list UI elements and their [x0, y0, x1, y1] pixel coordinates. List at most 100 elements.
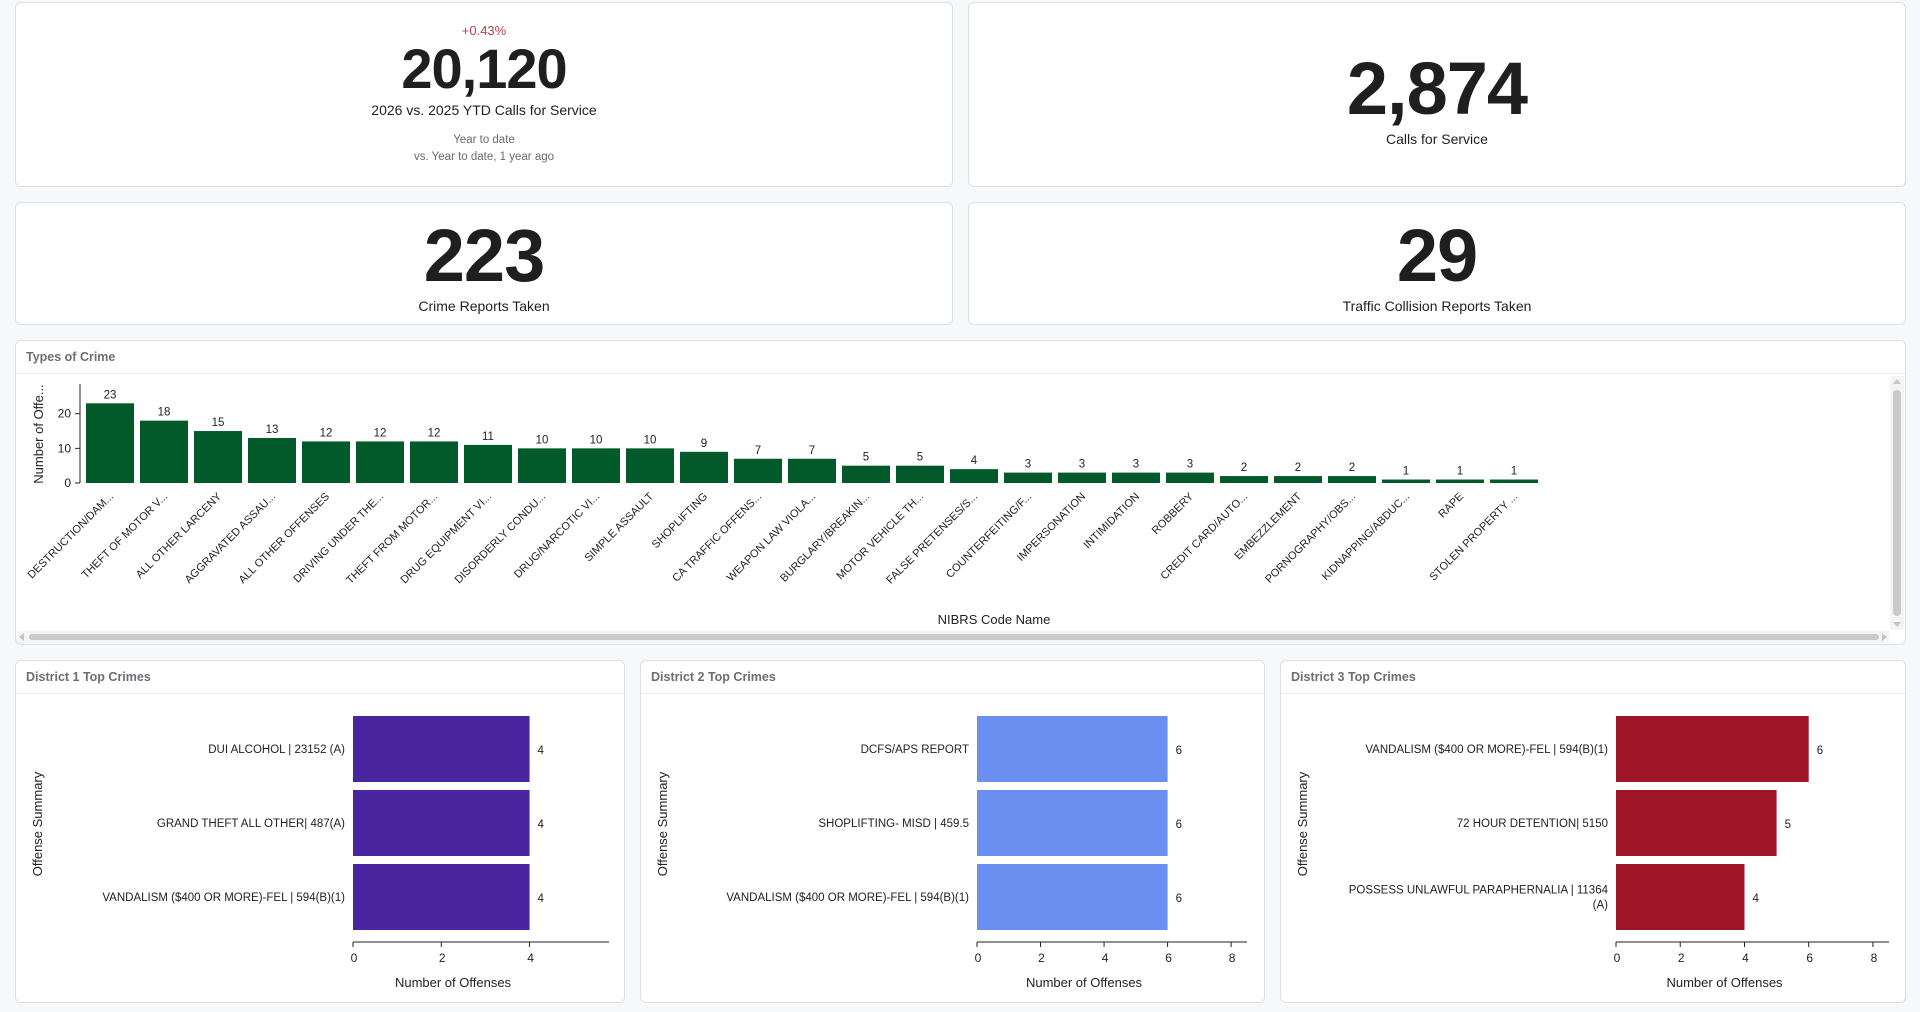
bar-value-label: 5: [1785, 819, 1791, 831]
types-of-crime-title: Types of Crime: [26, 350, 116, 364]
x-axis-title: NIBRS Code Name: [938, 612, 1051, 627]
ytd-comparison: vs. Year to date, 1 year ago: [413, 151, 555, 163]
bar: [1616, 790, 1777, 856]
x-tick-label: 8: [1229, 951, 1236, 965]
bar-value-label: 6: [1817, 745, 1823, 757]
x-tick-label: PORNOGRAPHY/OBS...: [1263, 491, 1358, 586]
x-tick-label: SHOPLIFTING: [650, 491, 710, 551]
y-tick-label: 10: [58, 441, 72, 455]
bar-value-label: 18: [158, 407, 171, 419]
x-tick-label: 8: [1871, 951, 1878, 965]
bar: [977, 790, 1168, 856]
district-2-card: District 2 Top Crimes 6 DCFS/APS REPORT 6 S…: [640, 660, 1265, 1003]
bar: [1616, 716, 1809, 782]
x-tick-label: MOTOR VEHICLE TH...: [835, 491, 927, 583]
kpi-calls-card: 2,874 Calls for Service: [968, 2, 1906, 187]
x-tick-label: 2: [439, 951, 446, 965]
x-tick-label: CREDIT CARD/AUTO...: [1159, 491, 1251, 583]
vertical-scrollbar-thumb[interactable]: [1893, 390, 1901, 616]
x-tick-label: 4: [1102, 951, 1109, 965]
y-category-label: DUI ALCOHOL | 23152 (A): [208, 744, 345, 756]
bar-value-label: 1: [1403, 466, 1409, 478]
x-tick-label: DRUG EQUIPMENT VI...: [398, 491, 494, 587]
bar: [1328, 476, 1376, 483]
bar-value-label: 12: [428, 427, 441, 439]
y-category-label: VANDALISM ($400 OR MORE)-FEL | 594(B)(1): [1365, 744, 1608, 756]
y-axis-title: Offense Summary: [30, 771, 45, 876]
vertical-scrollbar[interactable]: [1890, 376, 1904, 630]
y-axis-title: Offense Summary: [655, 771, 670, 876]
bar-value-label: 7: [755, 445, 761, 457]
bar-value-label: 4: [538, 819, 545, 831]
bar-value-label: 10: [590, 434, 603, 446]
y-category-label: DCFS/APS REPORT: [861, 744, 969, 756]
card-divider: [16, 373, 1905, 374]
y-category-label: POSSESS UNLAWFUL PARAPHERNALIA | 11364: [1349, 885, 1609, 897]
x-tick-label: CA TRAFFIC OFFENS...: [670, 491, 764, 585]
horizontal-scrollbar[interactable]: [17, 631, 1889, 643]
kpi-collision-reports-card: 29 Traffic Collision Reports Taken: [968, 202, 1906, 325]
x-tick-label: 0: [1614, 951, 1621, 965]
x-tick-label: WEAPON LAW VIOLA...: [725, 491, 818, 584]
x-tick-label: DISORDERLY CONDU...: [453, 491, 549, 587]
x-tick-label: 4: [1742, 951, 1749, 965]
district-1-title: District 1 Top Crimes: [26, 670, 151, 684]
bar-value-label: 4: [1752, 893, 1759, 905]
bar: [1004, 472, 1052, 483]
bar-value-label: 1: [1511, 466, 1517, 478]
x-tick-label: KIDNAPPING/ABDUC...: [1320, 491, 1412, 583]
bar-value-label: 15: [212, 417, 225, 429]
x-tick-label: DESTRUCTION/DAM...: [26, 491, 117, 582]
x-tick-label: AGGRAVATED ASSAU...: [183, 491, 278, 586]
bar: [896, 465, 944, 483]
bar: [977, 864, 1168, 930]
y-tick-label: 0: [64, 476, 71, 490]
scroll-up-arrow-icon[interactable]: [1893, 379, 1901, 384]
bar: [194, 431, 242, 483]
y-category-label: GRAND THEFT ALL OTHER| 487(A): [157, 818, 345, 830]
bar-value-label: 2: [1295, 462, 1301, 474]
ytd-period: Year to date: [453, 134, 515, 146]
bar-value-label: 13: [266, 424, 279, 436]
collision-reports-value: 29: [1396, 213, 1478, 297]
x-tick-label: ALL OTHER OFFENSES: [237, 491, 333, 587]
x-tick-label: BURGLARY/BREAKIN...: [778, 491, 872, 585]
bar: [1616, 864, 1745, 930]
bar: [1112, 472, 1160, 483]
bar-value-label: 5: [917, 452, 923, 464]
bar-value-label: 2: [1349, 462, 1355, 474]
bar-value-label: 6: [1176, 893, 1182, 905]
x-tick-label: 0: [351, 951, 358, 965]
x-tick-label: ROBBERY: [1150, 490, 1197, 537]
scroll-right-arrow-icon[interactable]: [1882, 633, 1887, 641]
district-3-card: District 3 Top Crimes 6 VANDALISM ($400 O…: [1280, 660, 1906, 1003]
bar: [1220, 476, 1268, 483]
bar: [842, 465, 890, 483]
bar: [1382, 479, 1430, 483]
kpi-ytd-calls-card: +0.43% 20,120 2026 vs. 2025 YTD Calls fo…: [15, 2, 953, 187]
bar: [302, 441, 350, 483]
bar: [572, 448, 620, 483]
card-divider: [641, 693, 1264, 694]
x-tick-label: STOLEN PROPERTY ...: [1427, 491, 1520, 584]
bar-value-label: 2: [1241, 462, 1247, 474]
district-1-card: District 1 Top Crimes 4 DUI ALCOHOL | 231…: [15, 660, 625, 1003]
collision-reports-label: Traffic Collision Reports Taken: [1342, 297, 1532, 314]
bar: [518, 448, 566, 483]
x-tick-label: 6: [1165, 951, 1172, 965]
horizontal-scrollbar-thumb[interactable]: [29, 634, 1879, 640]
bar: [734, 458, 782, 483]
scroll-down-arrow-icon[interactable]: [1893, 622, 1901, 627]
bar: [950, 469, 998, 483]
x-tick-label: 2: [1678, 951, 1685, 965]
bar-value-label: 10: [644, 434, 657, 446]
bar: [353, 716, 530, 782]
x-tick-label: 4: [527, 951, 534, 965]
ytd-label: 2026 vs. 2025 YTD Calls for Service: [371, 102, 597, 118]
bar-value-label: 11: [482, 431, 494, 443]
bar: [353, 864, 530, 930]
bar: [1058, 472, 1106, 483]
scroll-left-arrow-icon[interactable]: [19, 633, 24, 641]
bar: [626, 448, 674, 483]
bar: [356, 441, 404, 483]
